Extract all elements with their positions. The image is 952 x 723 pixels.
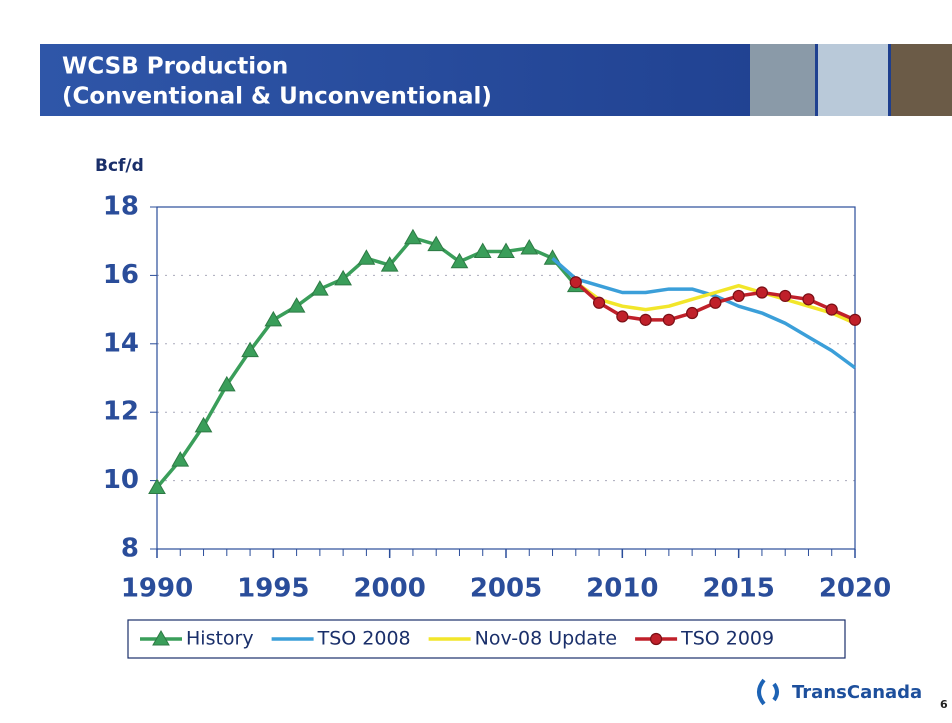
data-point (802, 293, 815, 306)
data-point (732, 289, 745, 303)
header-photo (818, 44, 888, 116)
data-point (194, 416, 213, 433)
legend-label: History (186, 628, 254, 650)
data-point (473, 242, 492, 258)
data-point (171, 451, 190, 467)
x-tick-label: 1990 (121, 574, 193, 604)
data-point (639, 313, 652, 326)
data-point (497, 242, 515, 258)
y-tick-label: 18 (103, 192, 139, 222)
data-point (241, 341, 259, 358)
x-tick-label: 2015 (702, 574, 774, 604)
data-point (380, 256, 399, 272)
x-tick-label: 2010 (586, 574, 658, 604)
data-point (662, 313, 675, 326)
data-point (592, 296, 606, 309)
series-line (574, 280, 856, 325)
slide-title: WCSB Production (62, 54, 288, 80)
data-point (404, 228, 422, 245)
y-tick-label: 10 (103, 465, 139, 495)
data-point (287, 297, 306, 313)
logo-text: TransCanada (792, 682, 922, 703)
data-point (357, 249, 376, 265)
data-point (709, 296, 722, 309)
data-point (779, 289, 792, 303)
data-point (217, 375, 236, 392)
legend-label: Nov-08 Update (475, 628, 617, 650)
y-tick-label: 16 (103, 260, 139, 290)
series-line (551, 256, 857, 370)
y-tick-label: 14 (103, 328, 139, 358)
data-point (686, 306, 699, 320)
header-photo (891, 44, 952, 116)
page-number: 6 (940, 698, 948, 711)
y-tick-label: 8 (121, 534, 139, 564)
x-tick-label: 1995 (237, 574, 309, 604)
slide-subtitle: (Conventional & Unconventional) (62, 84, 492, 110)
legend-label: TSO 2008 (317, 628, 411, 650)
legend-box (127, 619, 846, 659)
data-point (848, 313, 862, 326)
y-tick-label: 12 (103, 397, 139, 427)
data-point (825, 303, 838, 316)
data-point (148, 478, 166, 494)
data-point (334, 269, 352, 286)
data-point (616, 310, 629, 323)
header-photo (750, 44, 815, 116)
data-point (427, 235, 446, 252)
data-point (311, 280, 329, 296)
y-axis-label: Bcf/d (95, 156, 144, 176)
x-tick-label: 2005 (470, 574, 542, 604)
data-point (520, 239, 539, 255)
logo-icon (757, 678, 779, 706)
data-point (649, 632, 663, 646)
data-point (755, 286, 769, 299)
data-point (152, 629, 170, 646)
legend-label: TSO 2009 (680, 628, 774, 650)
data-point (264, 310, 283, 327)
data-point (569, 276, 582, 289)
x-tick-label: 2020 (819, 574, 891, 604)
data-point (450, 252, 469, 269)
x-tick-label: 2000 (353, 574, 425, 604)
